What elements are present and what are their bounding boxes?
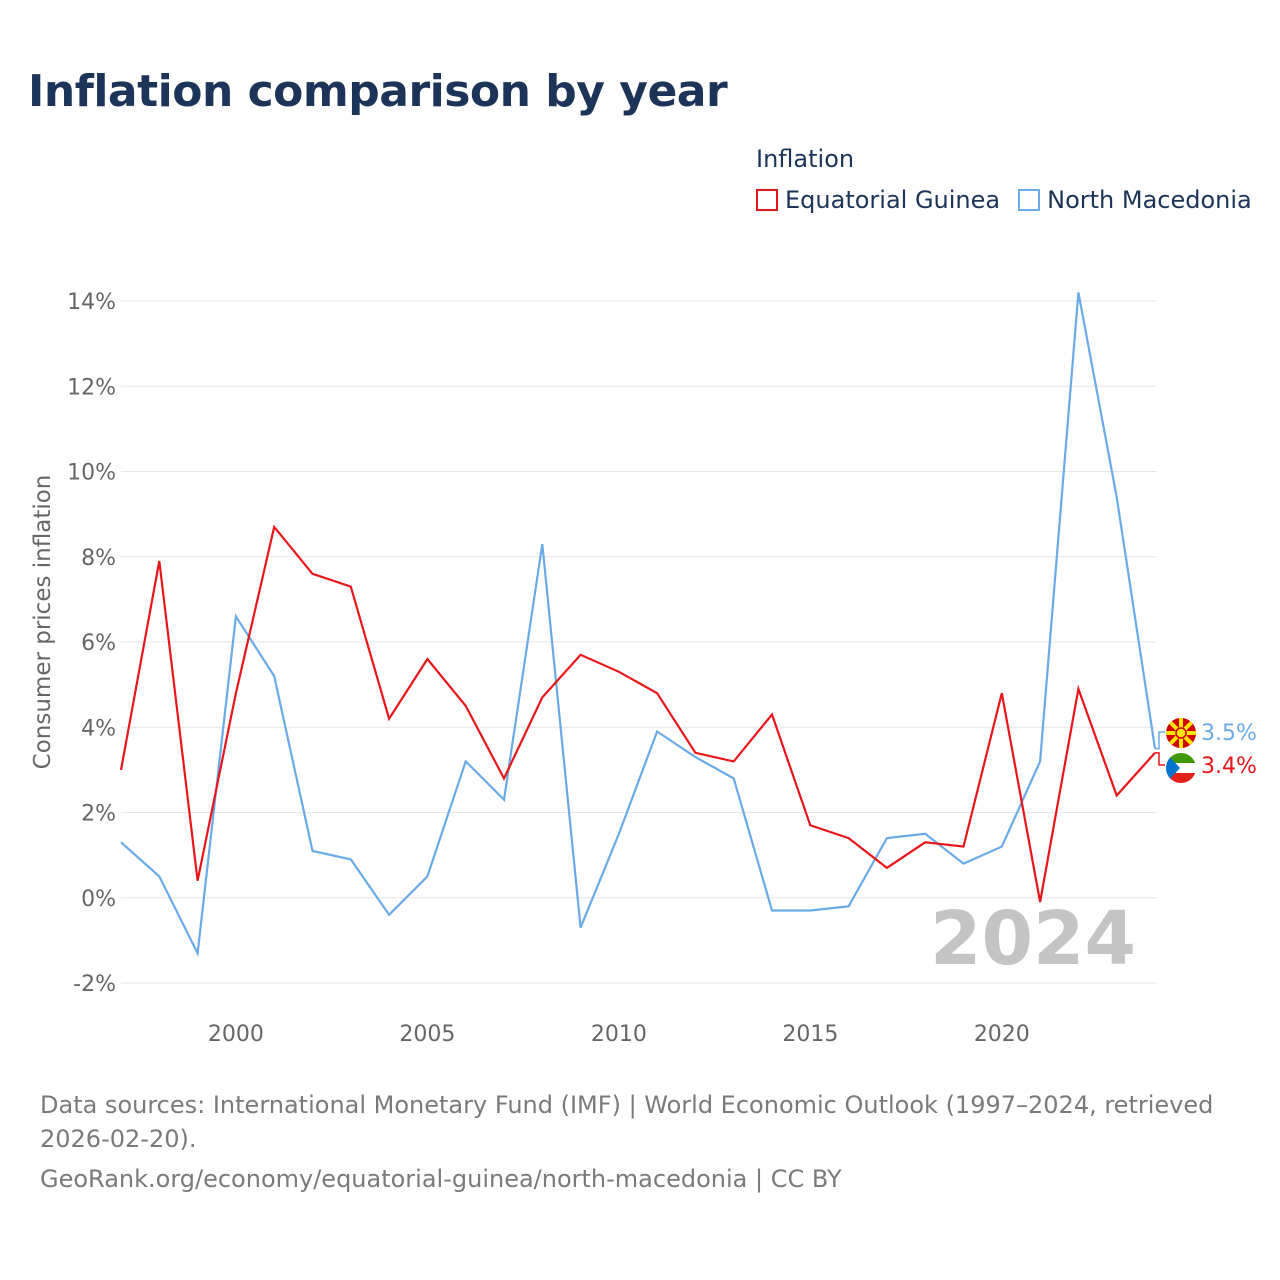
chart-title: Inflation comparison by year (28, 66, 728, 117)
north-macedonia-flag-icon (1166, 718, 1196, 748)
legend-item-equatorial-guinea[interactable]: Equatorial Guinea (756, 186, 1000, 214)
x-tick-label: 2020 (974, 1022, 1030, 1047)
legend-swatch-north-macedonia (1018, 189, 1041, 211)
series-lines (119, 292, 1157, 958)
equatorial-guinea-flag-icon (1166, 753, 1196, 783)
footer: Data sources: International Monetary Fun… (40, 1088, 1250, 1196)
y-axis-label: Consumer prices inflation (30, 475, 56, 770)
legend-label-equatorial-guinea: Equatorial Guinea (785, 186, 1001, 214)
series-line-north-macedonia[interactable] (120, 292, 1157, 958)
data-sources: Data sources: International Monetary Fun… (40, 1091, 1214, 1153)
y-tick-label: 10% (67, 461, 116, 486)
end-value-label: 3.4% (1201, 754, 1257, 779)
end-value-label: 3.5% (1201, 721, 1257, 746)
y-tick-label: 2% (81, 802, 116, 827)
legend-title: Inflation (756, 145, 855, 173)
end-label-connector (1155, 731, 1165, 750)
legend-item-north-macedonia[interactable]: North Macedonia (1018, 186, 1252, 214)
x-tick-label: 2015 (782, 1022, 838, 1047)
y-tick-label: 4% (81, 716, 116, 741)
source-credit[interactable]: GeoRank.org/economy/equatorial-guinea/no… (40, 1165, 842, 1193)
year-watermark: 2024 (930, 896, 1136, 982)
end-labels: 3.4% 3.5% (1155, 721, 1257, 779)
legend-label-north-macedonia: North Macedonia (1047, 186, 1252, 214)
y-tick-label: -2% (73, 972, 116, 997)
end-label-connector (1155, 752, 1165, 766)
grid (121, 300, 1157, 984)
x-tick-label: 2000 (208, 1022, 264, 1047)
y-tick-label: 0% (81, 887, 116, 912)
y-axis: -2% 0% 2% 4% 6% 8% 10% 12% 14% (67, 290, 116, 997)
y-tick-label: 6% (81, 631, 116, 656)
x-tick-label: 2010 (591, 1022, 647, 1047)
legend-swatch-equatorial-guinea (756, 189, 778, 211)
line-chart: -2%0%2%4%6%8%10%12%14% 2000 2005 2010 2015 2… (30, 290, 1257, 1047)
legend: Equatorial Guinea North Macedonia (756, 186, 1252, 214)
x-tick-label: 2005 (399, 1022, 455, 1047)
y-tick-label: 12% (67, 375, 116, 400)
x-axis: 2000 2005 2010 2015 2020 (208, 1022, 1030, 1047)
series-line-equatorial-guinea[interactable] (119, 524, 1156, 903)
y-tick-label: 14% (67, 290, 116, 315)
y-tick-label: 8% (81, 546, 116, 571)
